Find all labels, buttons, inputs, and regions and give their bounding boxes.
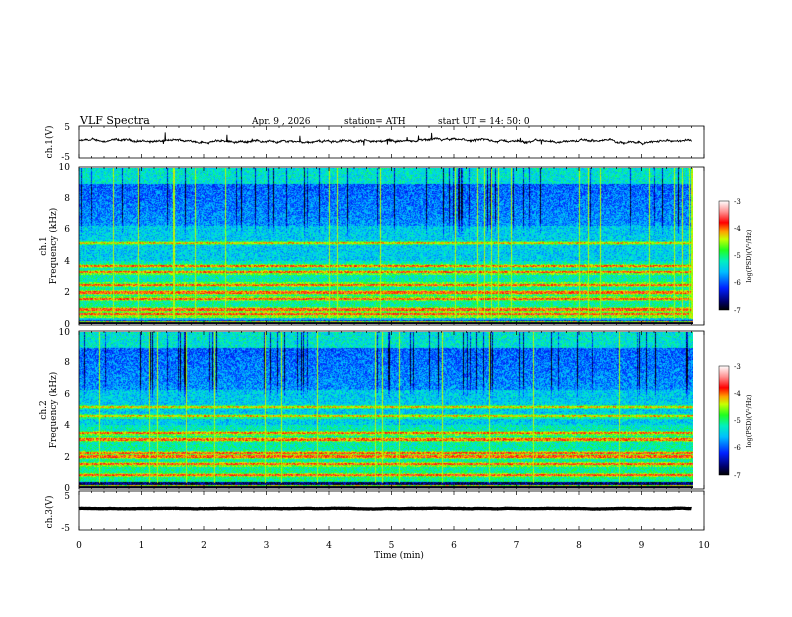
ch2-cb-tick-m7: -7 xyxy=(734,472,741,480)
ch2-spectrogram-panel: 0 2 4 6 8 10 ch.2 Frequency (kHz) -3 -4 … xyxy=(39,328,753,494)
ch1-ytick-bottom: -5 xyxy=(61,153,70,163)
start-ut-label: start UT = 14: 50: 0 xyxy=(438,117,530,127)
ch1-cb-tick-m5: -5 xyxy=(734,252,741,260)
xtick-4: 4 xyxy=(326,541,332,551)
ch2-spectrogram-image xyxy=(79,332,693,488)
xtick-2: 2 xyxy=(201,541,207,551)
ch3-waveform-panel: 5 -5 ch.3(V) xyxy=(44,490,705,534)
xtick-7: 7 xyxy=(514,541,520,551)
ch1-spectrogram-ylabel-frequency: Frequency (kHz) xyxy=(48,208,59,285)
ch1-ytick-4: 4 xyxy=(64,257,70,267)
time-axis: 0 1 2 3 4 5 6 7 8 9 10 Time (min) xyxy=(76,541,710,561)
ch1-ytick-8: 8 xyxy=(64,194,70,204)
xtick-1: 1 xyxy=(139,541,145,551)
ch1-colorbar xyxy=(718,200,730,311)
ch2-ytick-2: 2 xyxy=(64,453,70,463)
xtick-8: 8 xyxy=(576,541,582,551)
ch1-cb-tick-m7: -7 xyxy=(734,307,741,315)
ch1-ytick-6: 6 xyxy=(64,225,70,235)
ch2-spectrogram-ylabel-frequency: Frequency (kHz) xyxy=(48,372,59,449)
ch2-colorbar-label: log(PSD)(V²/Hz) xyxy=(745,394,753,447)
ch1-ytick-10: 10 xyxy=(59,163,71,173)
ch1-waveform-line xyxy=(78,132,692,146)
ch1-cb-tick-m6: -6 xyxy=(734,279,741,287)
ch3-waveform-line xyxy=(78,506,692,511)
ch2-ytick-10: 10 xyxy=(59,328,71,338)
ch2-colorbar xyxy=(718,365,730,476)
ch1-waveform-ylabel: ch.1(V) xyxy=(44,126,55,159)
ch2-spectrogram-yticks: 0 2 4 6 8 10 xyxy=(59,328,71,494)
ch3-ytick-top: 5 xyxy=(64,492,70,502)
ch1-ytick-2: 2 xyxy=(64,288,70,298)
xtick-3: 3 xyxy=(264,541,270,551)
ch1-waveform-panel: 5 -5 ch.1(V) xyxy=(44,123,705,163)
figure-title: VLF Spectra xyxy=(79,114,150,127)
ch1-colorbar-label: log(PSD)(V²/Hz) xyxy=(745,229,753,282)
xtick-6: 6 xyxy=(451,541,457,551)
ch1-cb-tick-m4: -4 xyxy=(734,225,741,233)
ch1-spectrogram-panel: 0 2 4 6 8 10 ch.1 Frequency (kHz) xyxy=(39,163,753,330)
ch2-spectrogram-ylabel-channel: ch.2 xyxy=(39,400,49,419)
ch2-cb-tick-m3: -3 xyxy=(734,363,741,371)
time-tick-marks xyxy=(78,126,705,530)
ch2-cb-tick-m4: -4 xyxy=(734,390,741,398)
ch1-spectrogram-ylabel-channel: ch.1 xyxy=(39,236,49,255)
ch2-ytick-8: 8 xyxy=(64,358,70,368)
ch1-spectrogram-image xyxy=(79,168,693,324)
ch2-cb-tick-m6: -6 xyxy=(734,444,741,452)
ch3-waveform-ylabel: ch.3(V) xyxy=(44,496,55,529)
ch1-spectrogram-yticks: 0 2 4 6 8 10 xyxy=(59,163,71,330)
station-label: station= ATH xyxy=(344,117,406,127)
xtick-9: 9 xyxy=(639,541,645,551)
ch1-ytick-top: 5 xyxy=(64,123,70,133)
xtick-0: 0 xyxy=(76,541,82,551)
ch2-ytick-6: 6 xyxy=(64,390,70,400)
xtick-5: 5 xyxy=(389,541,395,551)
ch2-ytick-4: 4 xyxy=(64,421,70,431)
ch2-ytick-0: 0 xyxy=(64,484,70,494)
ch1-cb-tick-m3: -3 xyxy=(734,198,741,206)
ch1-ytick-0: 0 xyxy=(64,320,70,330)
xtick-10: 10 xyxy=(698,541,710,551)
ch3-waveform-frame xyxy=(78,490,705,531)
ch3-ytick-bottom: -5 xyxy=(61,524,70,534)
time-axis-label: Time (min) xyxy=(374,550,424,561)
ch2-cb-tick-m5: -5 xyxy=(734,417,741,425)
date-label: Apr. 9 , 2026 xyxy=(251,117,311,127)
